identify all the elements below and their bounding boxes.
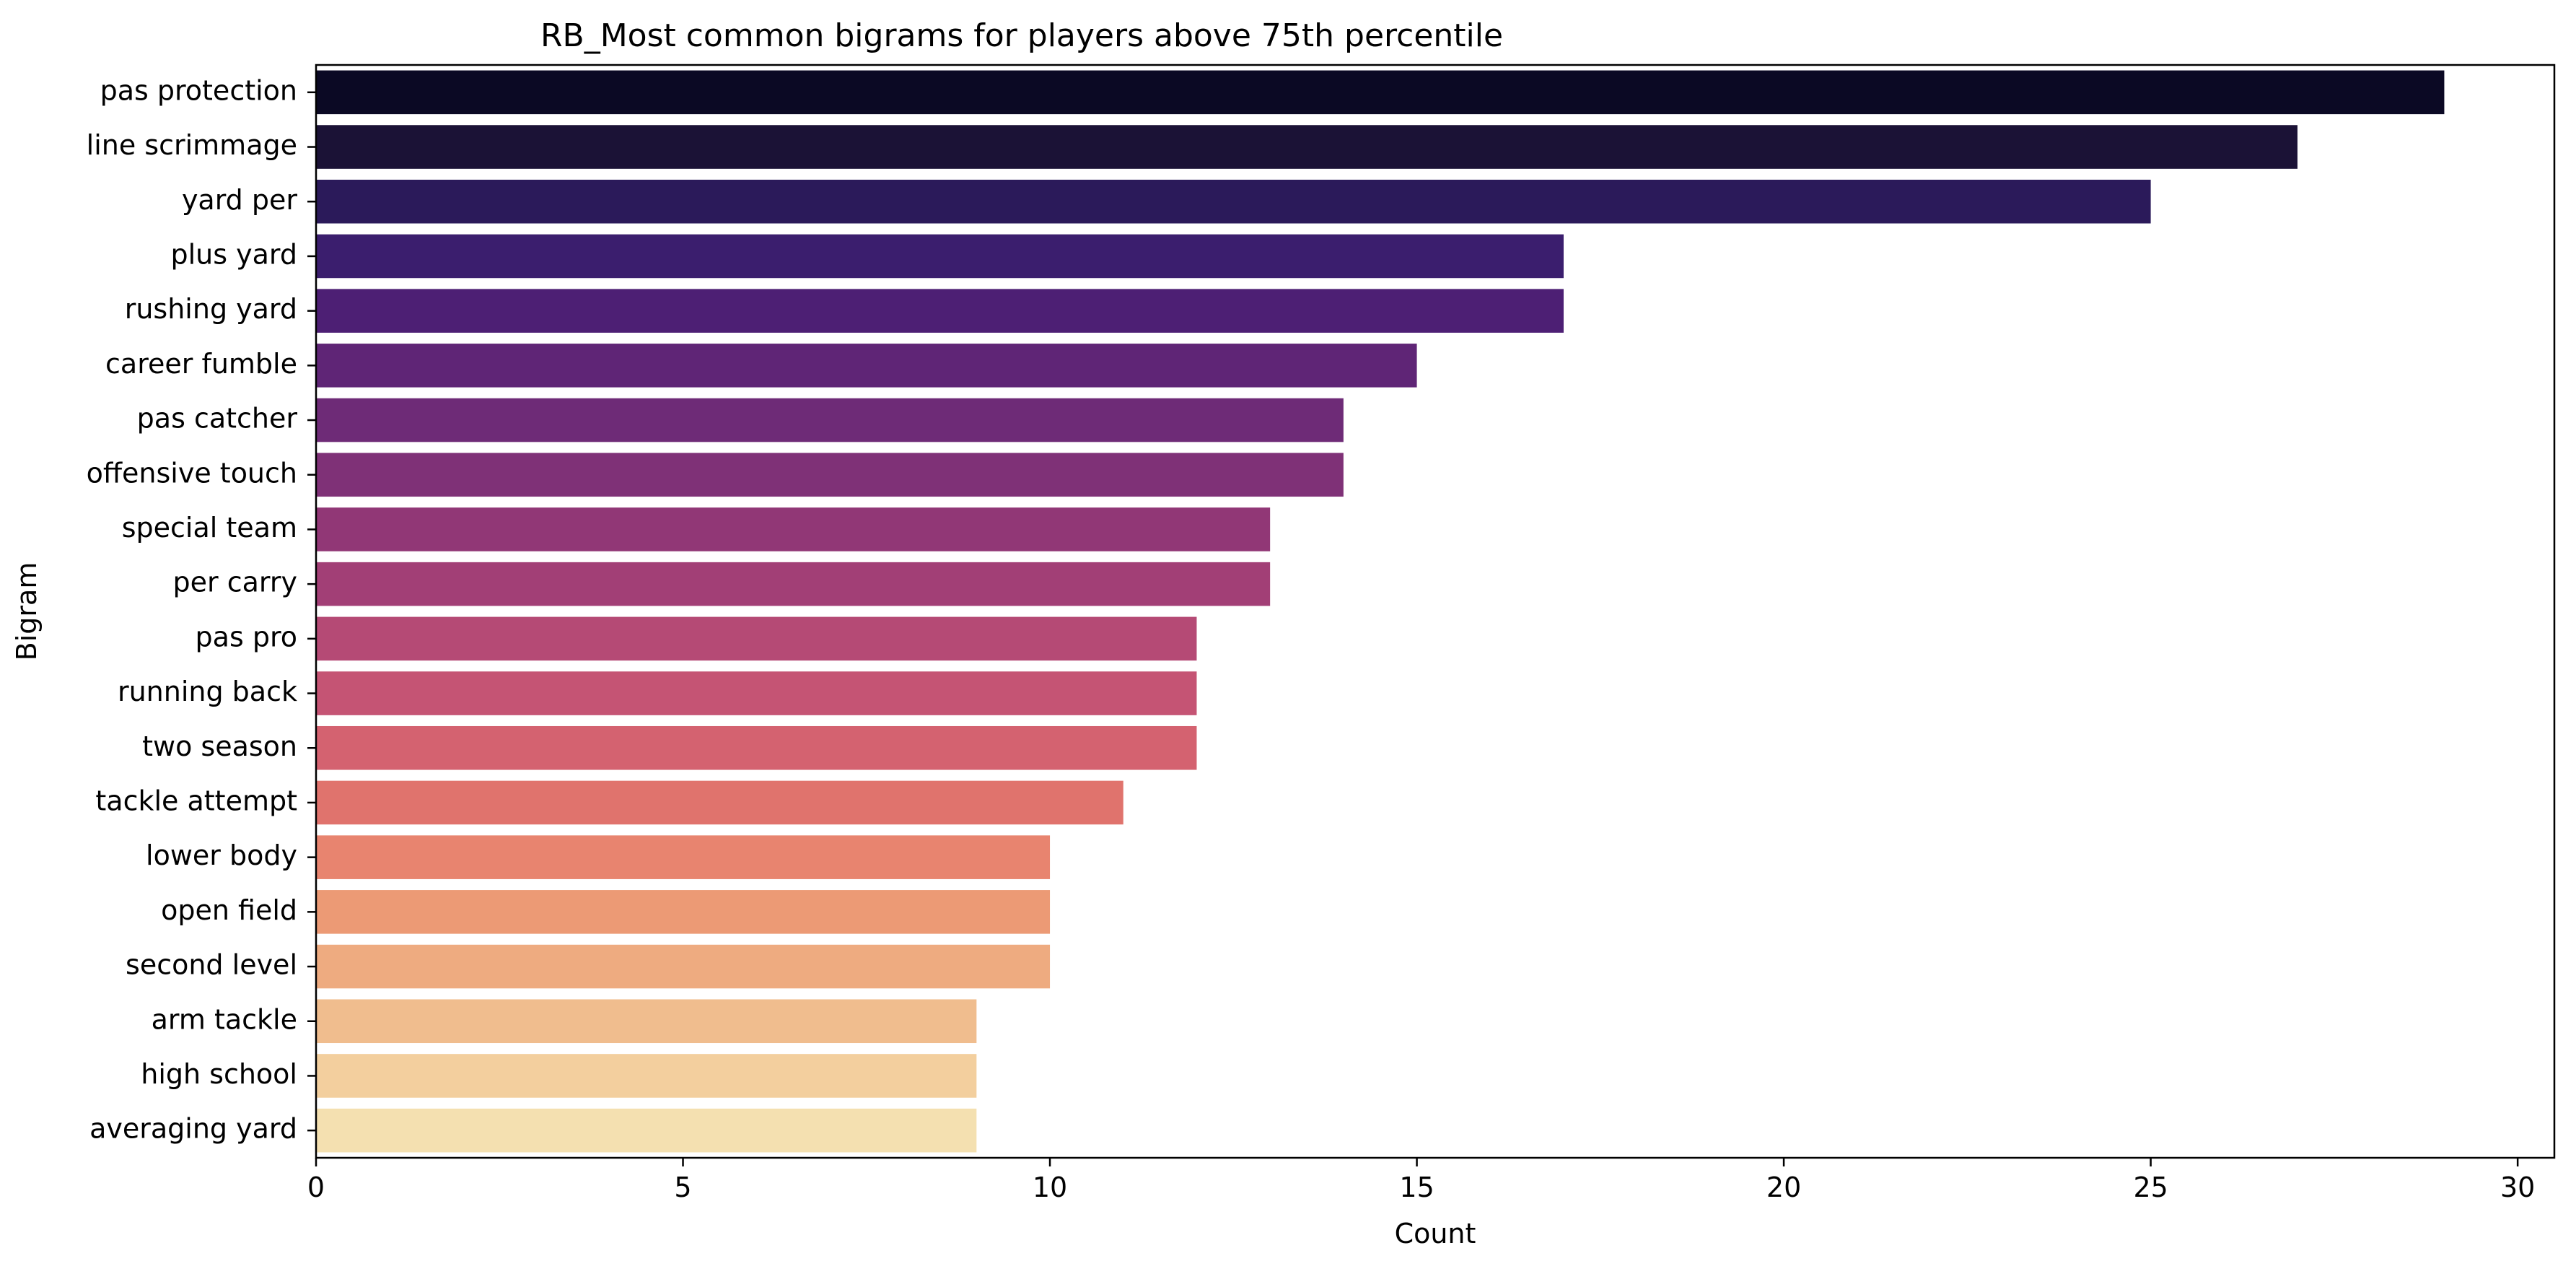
y-tick-label: career fumble [105,348,297,380]
y-axis-label: Bigram [11,562,43,661]
x-tick-label: 15 [1399,1172,1434,1203]
bar-arm-tackle [316,999,977,1044]
y-tick-label: per carry [173,567,297,598]
y-tick-label: running back [118,676,297,707]
bar-open-field [316,890,1051,934]
bar-rushing-yard [316,289,1564,333]
chart-title: RB_Most common bigrams for players above… [540,17,1503,54]
y-tick-label: lower body [146,839,297,871]
bar-special-team [316,507,1271,551]
x-axis-ticks: 0 5 10 15 20 25 30 [307,1158,2535,1203]
y-tick-label: rushing yard [125,293,297,325]
bar-pas-pro [316,616,1197,661]
bar-tackle-attempt [316,780,1123,825]
bar-lower-body [316,835,1051,879]
x-tick-label: 20 [1766,1172,1801,1203]
bar-offensive-touch [316,453,1344,497]
y-tick-label: arm tackle [152,1003,297,1035]
x-tick-label: 0 [307,1172,325,1203]
bar-averaging-yard [316,1108,977,1153]
x-tick-label: 10 [1033,1172,1067,1203]
y-axis-ticks: pas protection line scrimmage yard per plus… [87,74,316,1145]
y-tick-label: special team [122,512,297,544]
x-tick-label: 25 [2133,1172,2168,1203]
x-tick-label: 30 [2500,1172,2535,1203]
y-tick-label: second level [126,949,297,981]
bar-plus-yard [316,234,1564,279]
y-tick-label: pas protection [100,74,297,106]
y-tick-label: high school [141,1058,297,1090]
y-tick-label: pas pro [196,621,297,653]
bar-high-school [316,1054,977,1098]
bar-career-fumble [316,344,1417,388]
bar-yard-per [316,179,2151,224]
x-tick-label: 5 [674,1172,691,1203]
x-axis-label: Count [1395,1218,1476,1249]
y-tick-label: pas catcher [137,403,298,435]
bar-per-carry [316,562,1271,606]
bar-second-level [316,944,1051,989]
y-tick-label: yard per [182,184,297,216]
y-tick-label: tackle attempt [95,785,297,816]
bar-two-season [316,725,1197,770]
bar-running-back [316,671,1197,715]
y-tick-label: averaging yard [89,1113,297,1145]
bars-group [316,70,2445,1153]
y-tick-label: two season [142,730,297,762]
y-tick-label: plus yard [171,238,298,270]
y-tick-label: line scrimmage [87,129,297,161]
plot-frame [315,64,2556,1159]
y-tick-label: offensive touch [87,457,297,489]
bar-pas-catcher [316,398,1344,442]
bar-line-scrimmage [316,125,2298,169]
y-tick-label: open field [161,894,297,926]
bar-pas-protection [316,70,2445,115]
